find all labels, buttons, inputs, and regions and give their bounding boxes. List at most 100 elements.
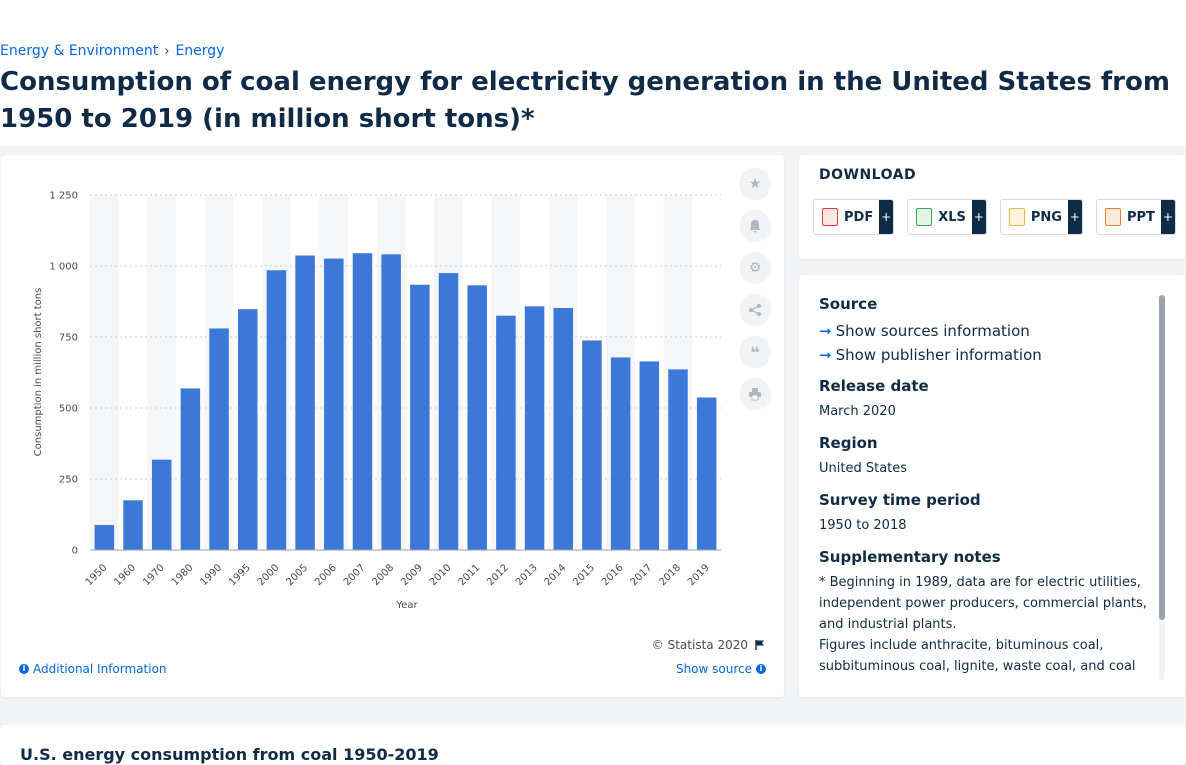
supplementary-notes-2: Figures include anthracite, bituminous c… — [819, 638, 1136, 674]
region-value: United States — [819, 461, 908, 476]
chart-bars — [94, 253, 717, 550]
details-scrollbar[interactable] — [1159, 295, 1165, 680]
bar-2018[interactable] — [668, 369, 688, 550]
show-publisher-link[interactable]: ➞ Show publisher information — [819, 343, 1149, 367]
bar-2014[interactable] — [553, 308, 574, 550]
page-title: Consumption of coal energy for electrici… — [0, 67, 1170, 134]
star-icon[interactable]: ★ — [739, 168, 771, 200]
download-buttons: PDF + XLS + PNG + PPT + — [813, 199, 1176, 235]
x-tick-label: 2000 — [256, 562, 282, 588]
bar-2005[interactable] — [295, 255, 315, 550]
bar-1995[interactable] — [237, 309, 258, 550]
bar-2017[interactable] — [639, 361, 660, 550]
x-tick-label: 1995 — [227, 562, 253, 588]
x-tick-label: 2008 — [371, 562, 397, 588]
x-tick-label: 2007 — [342, 562, 368, 588]
show-sources-link[interactable]: ➞ Show sources information — [819, 319, 1149, 343]
bell-icon[interactable] — [739, 210, 771, 242]
bar-1980[interactable] — [180, 388, 201, 550]
download-ppt-main: PPT — [1097, 200, 1161, 234]
x-tick-label: 2011 — [457, 562, 483, 588]
x-tick-label: 1980 — [170, 562, 196, 588]
download-xls-main: XLS — [908, 200, 972, 234]
x-tick-label: 1960 — [112, 562, 138, 588]
related-section: U.S. energy consumption from coal 1950-2… — [0, 725, 1186, 765]
breadcrumb-separator: › — [164, 43, 170, 59]
flag-icon[interactable] — [754, 639, 766, 651]
x-tick-label: 1990 — [198, 562, 224, 588]
download-ppt-button[interactable]: PPT + — [1095, 199, 1176, 235]
download-pdf-main: PDF — [814, 200, 879, 234]
png-file-icon — [1008, 208, 1025, 226]
breadcrumb-energy[interactable]: Energy — [175, 43, 225, 59]
bar-2000[interactable] — [266, 270, 287, 550]
additional-information-link[interactable]: i Additional Information — [19, 662, 167, 676]
bar-2007[interactable] — [352, 253, 373, 550]
y-tick-label: 750 — [59, 333, 78, 344]
x-tick-label: 2019 — [686, 562, 712, 588]
download-pdf-label: PDF — [844, 209, 874, 225]
survey-period-label: Survey time period — [819, 491, 981, 509]
arrow-right-icon: ➞ — [819, 346, 832, 364]
download-xls-button[interactable]: XLS + — [907, 199, 987, 235]
scrollbar-thumb[interactable] — [1159, 295, 1165, 620]
y-tick-label: 0 — [72, 546, 78, 557]
bar-2013[interactable] — [524, 306, 545, 550]
x-tick-label: 2009 — [399, 562, 425, 588]
print-icon[interactable] — [739, 378, 771, 410]
x-axis-ticks: 1950 1960 1970 1980 1990 1995 2000 2005 2006 2007… — [84, 562, 712, 588]
plus-icon: + — [1160, 200, 1175, 234]
chart-card: 0 250 500 750 1 000 1 250 1950 1960 1970 1980 199… — [1, 155, 784, 697]
x-tick-label: 2010 — [428, 562, 454, 588]
bar-2010[interactable] — [438, 273, 459, 550]
show-publisher-label: Show publisher information — [835, 346, 1042, 364]
details-scroll-area[interactable]: Source ➞ Show sources information ➞ Show… — [819, 295, 1149, 680]
bar-2008[interactable] — [381, 254, 401, 550]
y-axis-ticks: 0 250 500 750 1 000 1 250 — [49, 191, 78, 557]
ppt-file-icon — [1104, 208, 1121, 226]
x-tick-label: 1970 — [141, 562, 167, 588]
bar-2015[interactable] — [582, 340, 602, 550]
share-icon[interactable] — [739, 294, 771, 326]
download-png-label: PNG — [1030, 209, 1062, 225]
top-navigation-bar — [0, 0, 1186, 36]
download-ppt-label: PPT — [1126, 209, 1155, 225]
bar-2009[interactable] — [410, 284, 430, 550]
region-label: Region — [819, 434, 878, 452]
y-tick-label: 500 — [59, 404, 78, 415]
bar-1960[interactable] — [123, 500, 143, 550]
related-statistic-title: U.S. energy consumption from coal 1950-2… — [20, 745, 439, 764]
bar-2011[interactable] — [467, 285, 487, 550]
show-source-link[interactable]: Show source i — [676, 662, 766, 676]
x-tick-label: 2014 — [543, 562, 569, 588]
download-title: DOWNLOAD — [819, 167, 917, 183]
bar-2016[interactable] — [610, 357, 631, 550]
plus-icon: + — [879, 200, 894, 234]
source-label: Source — [819, 295, 878, 313]
x-tick-label: 2018 — [657, 562, 683, 588]
breadcrumb-energy-environment[interactable]: Energy & Environment — [0, 43, 159, 59]
x-tick-label: 2017 — [629, 562, 655, 588]
pdf-file-icon — [822, 208, 838, 226]
y-tick-label: 1 000 — [49, 262, 78, 273]
x-tick-label: 2012 — [485, 562, 511, 588]
quote-icon[interactable]: ❝ — [739, 336, 771, 368]
download-pdf-button[interactable]: PDF + — [813, 199, 895, 235]
bar-1970[interactable] — [151, 459, 172, 550]
release-date-label: Release date — [819, 377, 929, 395]
x-tick-label: 2013 — [514, 562, 540, 588]
bar-1950[interactable] — [94, 525, 115, 550]
breadcrumb: Energy & Environment › Energy — [0, 43, 224, 59]
gear-icon[interactable]: ⚙ — [739, 252, 771, 284]
download-card: DOWNLOAD PDF + XLS + PNG + — [799, 155, 1185, 259]
download-png-button[interactable]: PNG + — [999, 199, 1083, 235]
bar-1990[interactable] — [209, 328, 229, 550]
bar-2019[interactable] — [696, 397, 717, 550]
supplementary-notes-1: * Beginning in 1989, data are for electr… — [819, 575, 1147, 632]
download-png-main: PNG — [1001, 200, 1068, 234]
bar-2006[interactable] — [324, 258, 344, 550]
bar-2012[interactable] — [496, 315, 516, 550]
y-tick-label: 1 250 — [49, 191, 78, 202]
copyright-text: © Statista 2020 — [651, 638, 748, 652]
